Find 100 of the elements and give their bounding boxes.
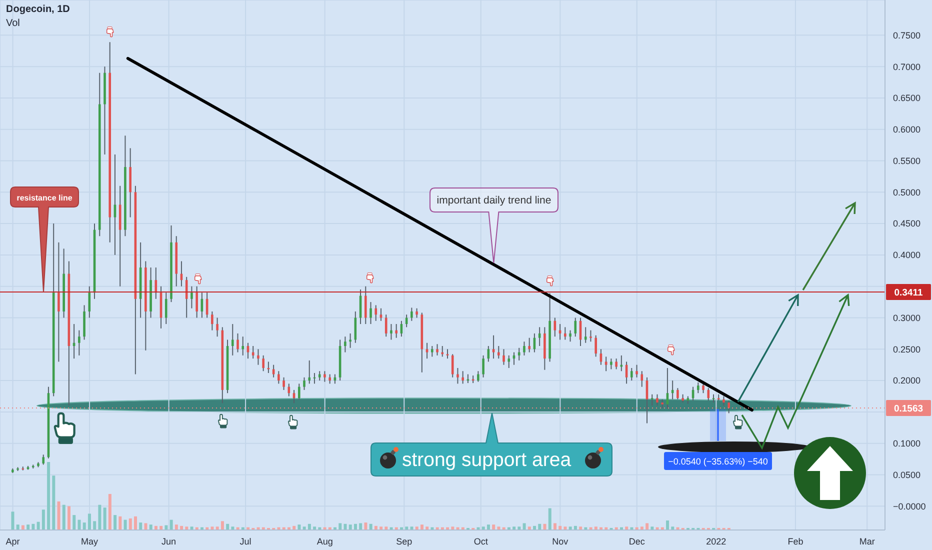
candlestick (722, 396, 725, 406)
bar (108, 494, 112, 530)
bar (369, 524, 372, 530)
candlestick (390, 324, 392, 340)
candlestick (707, 388, 710, 402)
candlestick (451, 354, 454, 378)
bar (308, 524, 311, 530)
x-tick-label: Feb (788, 536, 804, 546)
bar (21, 525, 24, 530)
bar (36, 522, 40, 530)
bar (548, 508, 552, 530)
candlestick (154, 267, 158, 300)
bar (492, 524, 496, 530)
candlestick (114, 154, 116, 256)
candlestick (308, 360, 311, 384)
bar (42, 510, 45, 530)
x-tick-label: Nov (552, 536, 569, 546)
y-tick-label: 0.6000 (893, 124, 921, 135)
candlestick (196, 286, 198, 318)
bar (62, 504, 66, 530)
candlestick (604, 356, 608, 372)
bar (149, 524, 152, 530)
candlestick (405, 314, 408, 328)
candlestick (462, 370, 464, 384)
candlestick (430, 346, 434, 358)
bar (57, 501, 60, 530)
bar (144, 523, 148, 530)
candlestick (216, 317, 218, 338)
candlestick (594, 334, 597, 358)
candlestick (508, 354, 510, 368)
candlestick (236, 332, 239, 353)
annotation: important daily trend line (436, 194, 552, 206)
bar (32, 524, 35, 530)
bar (52, 476, 56, 530)
chart-title: Vol (6, 18, 20, 30)
bar (16, 524, 20, 530)
candlestick (518, 347, 520, 361)
candlestick (656, 394, 658, 406)
candlestick (502, 348, 505, 366)
bar (348, 524, 352, 530)
candlestick (697, 382, 700, 394)
candlestick (246, 342, 250, 360)
bar (26, 524, 30, 530)
candlestick (370, 302, 372, 325)
candlestick (528, 337, 530, 353)
bar (553, 523, 556, 530)
bar (139, 522, 142, 530)
y-tick-label: 0.3000 (893, 312, 921, 323)
x-tick-label: Dec (628, 536, 646, 546)
candlestick (702, 383, 704, 394)
candlestick (630, 367, 633, 382)
ref-line-label: 0.1563 (894, 402, 924, 414)
x-tick-label: Oct (474, 536, 488, 546)
x-tick-label: May (81, 536, 99, 546)
bar (164, 525, 168, 530)
candlestick (426, 342, 428, 360)
bar (68, 506, 71, 530)
candlestick (456, 367, 459, 384)
candlestick (278, 370, 280, 384)
x-tick-label: 2022 (706, 536, 726, 546)
candlestick (282, 376, 285, 390)
candlestick (650, 394, 654, 406)
y-tick-label: 0.5500 (893, 156, 921, 166)
y-tick-label: 0.7000 (893, 62, 921, 72)
bar (420, 524, 424, 530)
candlestick (42, 454, 45, 466)
bar (359, 523, 362, 530)
candlestick (482, 354, 484, 378)
candlestick (574, 317, 577, 338)
candlestick (615, 358, 618, 370)
candlestick (590, 330, 592, 342)
y-tick-label: 0.4500 (893, 218, 921, 229)
y-tick-label: 0.2500 (893, 344, 921, 354)
bar (220, 521, 224, 530)
candlestick (410, 307, 413, 322)
candlestick (384, 314, 388, 338)
bar (174, 524, 178, 530)
candlestick (328, 374, 331, 384)
y-tick-label: 0.0500 (893, 470, 921, 480)
x-tick-label: Apr (6, 536, 20, 546)
candlestick (303, 376, 306, 390)
candlestick (374, 304, 378, 322)
candlestick (257, 348, 260, 366)
candlestick (262, 354, 264, 372)
candlestick (344, 336, 346, 353)
candlestick (728, 400, 730, 414)
bar (666, 520, 670, 530)
bar (170, 520, 173, 530)
candlestick (492, 334, 495, 360)
bar (88, 514, 91, 530)
candlestick (395, 324, 398, 338)
candlestick (569, 330, 572, 342)
bar (522, 523, 526, 530)
bar (98, 504, 102, 530)
candlestick (242, 336, 244, 356)
candlestick (477, 370, 480, 382)
y-tick-label: 0.4000 (893, 250, 921, 260)
candlestick (497, 346, 500, 360)
candlestick (364, 286, 367, 325)
candlestick (636, 364, 638, 378)
